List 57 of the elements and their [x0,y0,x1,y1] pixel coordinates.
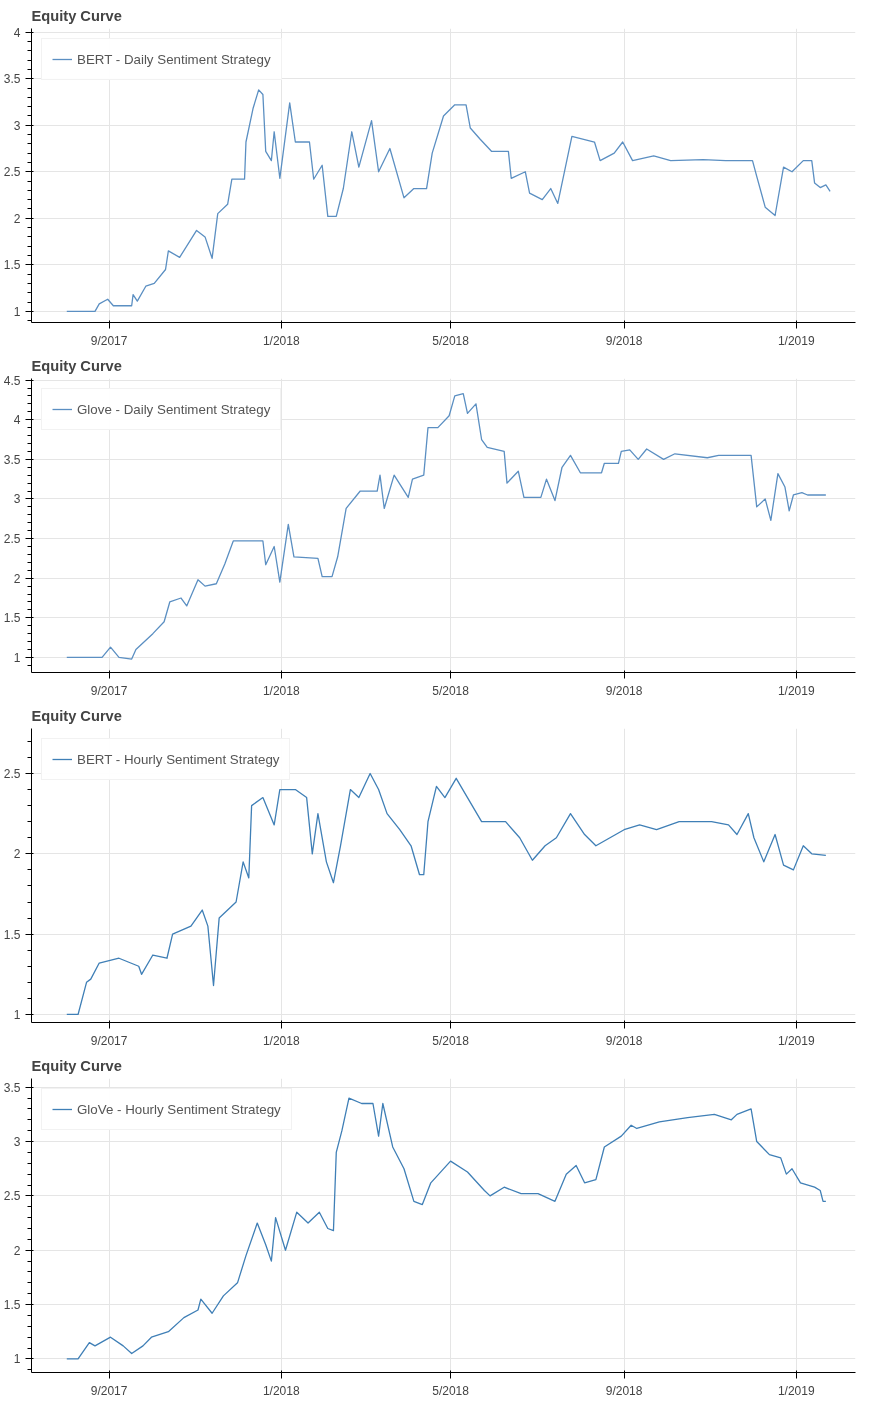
legend-label: BERT - Daily Sentiment Strategy [77,51,271,67]
y-tick-label: 1 [13,304,21,319]
line-series [66,89,831,312]
x-tick-label: 5/2018 [432,1383,470,1398]
line-series [66,392,827,660]
x-tick-label: 9/2018 [605,1033,643,1048]
y-tick-label: 1 [13,1007,21,1022]
y-tick-label: 1.5 [3,258,21,273]
y-tick-label: 3 [13,1135,21,1150]
line-series [66,772,827,1016]
y-tick-label: 3 [13,118,21,133]
legend-label: Glove - Daily Sentiment Strategy [77,401,271,417]
y-tick-label: 1.5 [3,927,21,942]
x-tick-label: 9/2018 [605,683,643,698]
y-tick-label: 1.5 [3,1298,21,1313]
chart-title: Equity Curve [31,357,122,374]
y-tick-label: 2 [13,1243,21,1258]
x-tick-label: 9/2018 [605,1383,643,1398]
legend-label: BERT - Hourly Sentiment Strategy [77,751,280,767]
y-tick-label: 1 [13,650,21,665]
y-tick-label: 2 [13,847,21,862]
x-tick-label: 1/2018 [262,1383,300,1398]
y-tick-label: 2.5 [3,766,21,781]
x-tick-label: 1/2018 [262,683,300,698]
x-tick-label: 5/2018 [432,683,470,698]
y-tick-label: 4 [13,413,21,428]
line-series [66,1097,827,1360]
chart-title: Equity Curve [31,7,122,24]
x-tick-label: 1/2018 [262,333,300,348]
legend-label: GloVe - Hourly Sentiment Strategy [77,1101,281,1117]
y-tick-label: 2 [13,571,21,586]
x-tick-label: 5/2018 [432,333,470,348]
y-tick-label: 2.5 [3,165,21,180]
y-tick-label: 2 [13,211,21,226]
y-tick-label: 3 [13,492,21,507]
x-tick-label: 9/2017 [90,683,128,698]
y-tick-label: 3.5 [3,1080,21,1095]
x-tick-label: 1/2019 [777,333,815,348]
y-tick-label: 4.5 [3,373,21,388]
y-tick-label: 2.5 [3,532,21,547]
x-tick-label: 1/2018 [262,1033,300,1048]
x-tick-label: 9/2018 [605,333,643,348]
x-tick-label: 1/2019 [777,1033,815,1048]
y-tick-label: 1.5 [3,611,21,626]
x-tick-label: 1/2019 [777,1383,815,1398]
y-tick-label: 1 [13,1352,21,1367]
chart-title: Equity Curve [31,1057,122,1074]
x-tick-label: 9/2017 [90,1033,128,1048]
y-tick-label: 3.5 [3,452,21,467]
y-tick-label: 2.5 [3,1189,21,1204]
x-tick-label: 9/2017 [90,333,128,348]
y-tick-label: 4 [13,25,21,40]
x-tick-label: 9/2017 [90,1383,128,1398]
chart-title: Equity Curve [31,707,122,724]
y-tick-label: 3.5 [3,72,21,87]
x-tick-label: 1/2019 [777,683,815,698]
x-tick-label: 5/2018 [432,1033,470,1048]
